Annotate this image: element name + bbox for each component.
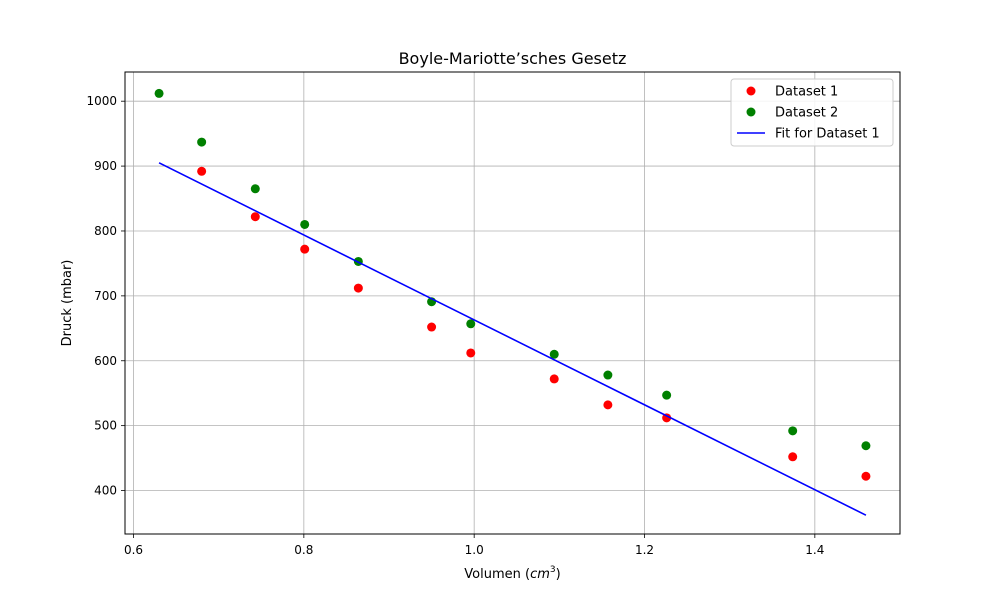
data-point-series-2	[549, 349, 559, 359]
y-tick-label: 800	[94, 224, 117, 238]
y-tick-label: 600	[94, 354, 117, 368]
x-axis-label: Volumen (cm3)	[464, 565, 560, 582]
y-tick-label: 900	[94, 159, 117, 173]
x-axis-label-exponent: 3	[550, 565, 556, 575]
series-layer	[154, 88, 871, 516]
data-point-series-2	[603, 370, 613, 380]
data-point-series-2	[662, 390, 672, 400]
x-tick-label: 1.0	[465, 543, 484, 557]
data-point-series-2	[466, 319, 476, 329]
y-tick-label: 1000	[86, 94, 117, 108]
legend-dot-marker	[746, 86, 756, 96]
chart-title: Boyle-Mariotte’sches Gesetz	[399, 49, 627, 68]
data-point-series-1	[353, 283, 363, 293]
legend: Dataset 1 Dataset 2 Fit for Dataset 1	[730, 78, 894, 147]
fit-line-series-3	[158, 162, 867, 516]
data-point-series-1	[861, 471, 871, 481]
legend-entry: Fit for Dataset 1	[775, 127, 880, 142]
legend-dot-marker	[746, 107, 756, 117]
data-point-series-2	[250, 184, 260, 194]
y-tick-label: 700	[94, 289, 117, 303]
data-point-series-1	[197, 166, 207, 176]
y-axis-label: Druck (mbar)	[60, 260, 75, 347]
data-point-series-1	[549, 374, 559, 384]
y-axis: 400 500 600 700 800 900 1000	[86, 94, 125, 498]
x-axis-label-text: Volumen (	[464, 567, 530, 582]
legend-entry: Dataset 1	[775, 85, 838, 100]
x-tick-label: 0.8	[294, 543, 313, 557]
data-point-series-2	[154, 88, 164, 98]
x-tick-label: 1.4	[805, 543, 824, 557]
y-tick-label: 500	[94, 419, 117, 433]
plot-frame	[124, 71, 901, 535]
data-point-series-1	[250, 212, 260, 222]
x-tick-label: 1.2	[635, 543, 654, 557]
x-tick-label: 0.6	[124, 543, 143, 557]
legend-entry: Dataset 2	[775, 106, 838, 121]
data-point-series-1	[466, 348, 476, 358]
y-tick-label: 400	[94, 484, 117, 498]
grid	[125, 72, 900, 534]
data-point-series-2	[300, 219, 310, 229]
data-point-series-1	[300, 244, 310, 254]
legend-box	[730, 78, 894, 147]
data-point-series-2	[861, 441, 871, 451]
data-point-series-1	[427, 322, 437, 332]
data-point-series-1	[788, 452, 798, 462]
data-point-series-2	[197, 137, 207, 147]
data-point-series-1	[603, 400, 613, 410]
x-axis-label-close: )	[556, 567, 561, 582]
data-point-series-2	[788, 426, 798, 436]
x-axis: 0.6 0.8 1.0 1.2 1.4	[124, 534, 824, 557]
x-axis-label-unit: cm	[530, 567, 550, 582]
